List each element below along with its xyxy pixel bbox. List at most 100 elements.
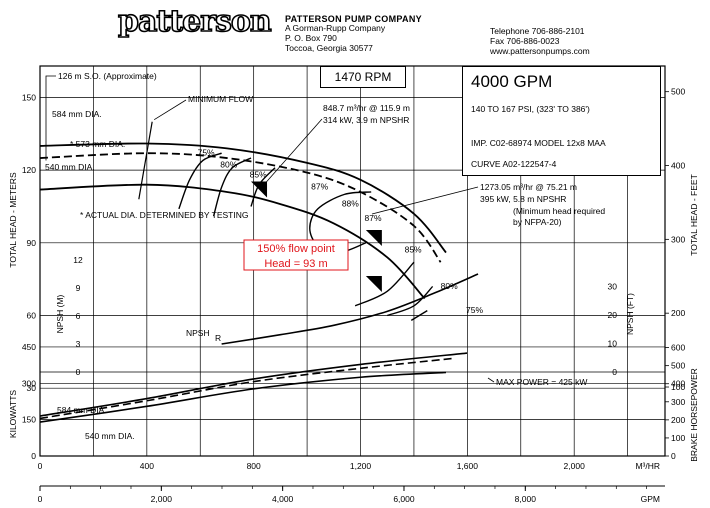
head-axis-label-left: TOTAL HEAD - METERS <box>8 172 18 268</box>
efficiency-curve <box>354 261 415 307</box>
npsh-tick-label-m: 9 <box>76 283 81 293</box>
npsh-tick-label-ft: 10 <box>608 339 618 349</box>
power-curve <box>39 371 447 423</box>
power-tick-label-hp: 300 <box>671 397 685 407</box>
company-name: PATTERSON PUMP COMPANY <box>285 14 422 24</box>
npsh-axis-label-right: NPSH (FT) <box>625 293 635 335</box>
npsh-tick-label-m: 0 <box>76 367 81 377</box>
tested-diameter-note: * ACTUAL DIA. DETERMINED BY TESTING <box>80 210 248 220</box>
x-axis-label-gpm: GPM <box>641 494 660 504</box>
min-flow-leader <box>153 99 187 121</box>
x-tick-label-gpm: 0 <box>38 494 43 504</box>
power-axis-label-right: BRAKE HORSEPOWER <box>689 368 699 462</box>
head-tick-label-m: 30 <box>27 383 37 393</box>
head-tick-label-ft: 100 <box>671 382 685 392</box>
power-tick-label-kw: 450 <box>22 342 36 352</box>
company-phone: Telephone 706-886-2101 <box>490 26 585 36</box>
x-tick-label-gpm: 4,000 <box>272 494 294 504</box>
power-curve <box>39 352 468 417</box>
x-tick-label-m3hr: 1,600 <box>457 461 479 471</box>
head-tick-label-m: 150 <box>22 92 36 102</box>
efficiency-label: 75% <box>198 148 215 158</box>
npsh-tick-label-ft: 20 <box>608 310 618 320</box>
company-web: www.pattersonpumps.com <box>490 45 590 56</box>
pump-gpm: 4000 GPM <box>471 72 553 91</box>
power-curve-label: 584 mm DIA. <box>57 405 107 415</box>
x-tick-label-gpm: 2,000 <box>151 494 173 504</box>
head-tick-label-m: 60 <box>27 311 37 321</box>
min-flow-label: MINIMUM FLOW <box>188 94 253 104</box>
efficiency-label: 80% <box>220 160 237 170</box>
operating-point-note: 395 kW, 5.8 m NPSHR <box>480 194 566 204</box>
company-contact: Telephone 706-886-2101 Fax 706-886-0023 … <box>490 26 590 56</box>
efficiency-label: 87% <box>311 182 328 192</box>
npsh-curve-subscript: R <box>215 333 221 343</box>
x-tick-label-gpm: 8,000 <box>515 494 537 504</box>
head-curve-label: 584 mm DIA. <box>52 109 102 119</box>
head-curve-label: 540 mm DIA. <box>45 162 95 172</box>
power-tick-label-kw: 0 <box>31 451 36 461</box>
patterson-logo: Patterson <box>117 3 272 40</box>
max-power-label: MAX POWER = 425 kW <box>496 377 587 387</box>
flow150-box <box>243 239 349 271</box>
company-fax: Fax 706-886-0023 <box>490 35 560 46</box>
operating-point-note: 314 kW, 3.9 m NPSHR <box>323 115 409 125</box>
npsh-tick-label-m: 12 <box>73 255 83 265</box>
x-axis-label-m3hr: M³/HR <box>635 461 660 471</box>
head-curve-label: * 573 mm DIA. <box>70 139 125 149</box>
head-axis-label-right: TOTAL HEAD - FEET <box>689 174 699 256</box>
pump-info-box: 4000 GPM 140 TO 167 PSI, (323' TO 386') … <box>462 66 661 176</box>
x-tick-label-m3hr: 800 <box>247 461 261 471</box>
npsh-tick-label-ft: 0 <box>612 367 617 377</box>
efficiency-curve <box>178 152 222 210</box>
operating-point-leader <box>264 118 323 184</box>
pump-psi-range: 140 TO 167 PSI, (323' TO 386') <box>471 104 590 114</box>
pump-curve-number: CURVE A02-122547-4 <box>471 159 557 169</box>
npsh-curve-label: NPSH <box>186 328 210 338</box>
npsh-axis-label-left: NPSH (M) <box>55 294 65 333</box>
npsh-tick-label-m: 6 <box>76 311 81 321</box>
operating-point-note: (Minimum head required <box>513 206 605 216</box>
head-curve <box>39 183 426 300</box>
efficiency-curve <box>410 310 428 321</box>
head-tick-label-ft: 500 <box>671 87 685 97</box>
npsh-curve <box>221 273 479 345</box>
power-tick-label-hp: 500 <box>671 361 685 371</box>
power-tick-label-kw: 150 <box>22 415 36 425</box>
operating-point-marker <box>251 181 268 198</box>
npsh-tick-label-ft: 30 <box>608 282 618 292</box>
power-tick-label-kw: 300 <box>22 378 36 388</box>
head-tick-label-ft: 400 <box>671 161 685 171</box>
min-flow-line <box>138 121 153 200</box>
operating-point-note: 1273.05 m³/hr @ 75.21 m <box>480 182 577 192</box>
company-parent: A Gorman-Rupp Company <box>285 23 386 34</box>
head-tick-label-ft: 200 <box>671 308 685 318</box>
efficiency-curve <box>212 157 252 217</box>
rpm-label: 1470 RPM <box>334 70 392 84</box>
operating-point-leader <box>371 186 479 215</box>
company-address: PATTERSON PUMP COMPANY A Gorman-Rupp Com… <box>285 14 422 54</box>
flow150-label: 150% flow point <box>257 243 335 255</box>
head-curve <box>39 142 447 254</box>
flow150-head-label: Head = 93 m <box>264 258 327 270</box>
efficiency-label: 88% <box>342 198 359 208</box>
x-tick-label-m3hr: 400 <box>140 461 154 471</box>
head-tick-label-m: 90 <box>27 238 37 248</box>
company-city: Toccoa, Georgia 30577 <box>285 42 373 53</box>
power-curve-label: 540 mm DIA. <box>85 431 135 441</box>
head-tick-label-ft: 300 <box>671 234 685 244</box>
x-tick-label-m3hr: 2,000 <box>564 461 586 471</box>
shutoff-label: 126 m S.O. (Approximate) <box>58 71 157 81</box>
power-tick-label-hp: 600 <box>671 343 685 353</box>
efficiency-label: 85% <box>250 169 267 179</box>
operating-point-note: 848.7 m³/hr @ 115.9 m <box>323 103 410 113</box>
efficiency-curve <box>386 285 434 317</box>
power-axis-label-left: KILOWATTS <box>8 390 18 439</box>
power-tick-label-hp: 0 <box>671 451 676 461</box>
x-tick-label-m3hr: 1,200 <box>350 461 372 471</box>
x-tick-label-gpm: 6,000 <box>393 494 415 504</box>
operating-point-marker <box>365 276 382 293</box>
rpm-box: 1470 RPM <box>320 66 406 88</box>
pump-impeller-model: IMP. C02-68974 MODEL 12x8 MAA <box>471 138 606 148</box>
